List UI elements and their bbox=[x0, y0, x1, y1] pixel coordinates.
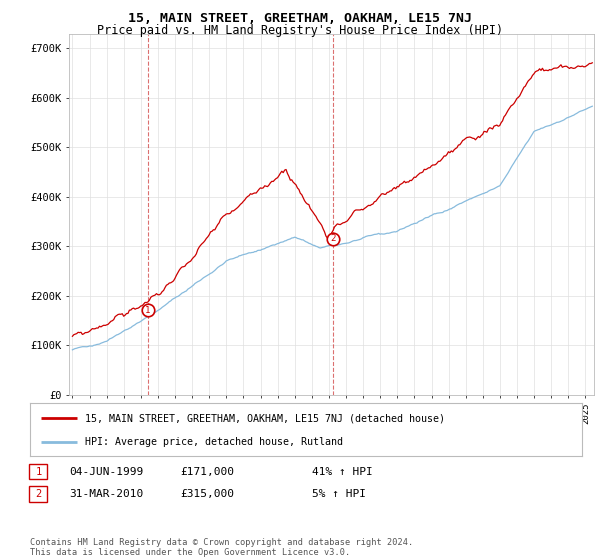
Text: Price paid vs. HM Land Registry's House Price Index (HPI): Price paid vs. HM Land Registry's House … bbox=[97, 24, 503, 37]
Text: 1: 1 bbox=[35, 466, 41, 477]
Text: 15, MAIN STREET, GREETHAM, OAKHAM, LE15 7NJ (detached house): 15, MAIN STREET, GREETHAM, OAKHAM, LE15 … bbox=[85, 413, 445, 423]
Text: £315,000: £315,000 bbox=[180, 489, 234, 499]
Text: HPI: Average price, detached house, Rutland: HPI: Average price, detached house, Rutl… bbox=[85, 436, 343, 446]
Text: 1: 1 bbox=[145, 306, 151, 315]
Text: £171,000: £171,000 bbox=[180, 466, 234, 477]
Text: 31-MAR-2010: 31-MAR-2010 bbox=[69, 489, 143, 499]
Text: 04-JUN-1999: 04-JUN-1999 bbox=[69, 466, 143, 477]
Text: 41% ↑ HPI: 41% ↑ HPI bbox=[312, 466, 373, 477]
Text: 2: 2 bbox=[331, 235, 336, 244]
Text: Contains HM Land Registry data © Crown copyright and database right 2024.
This d: Contains HM Land Registry data © Crown c… bbox=[30, 538, 413, 557]
Text: 15, MAIN STREET, GREETHAM, OAKHAM, LE15 7NJ: 15, MAIN STREET, GREETHAM, OAKHAM, LE15 … bbox=[128, 12, 472, 25]
Text: 5% ↑ HPI: 5% ↑ HPI bbox=[312, 489, 366, 499]
Text: 2: 2 bbox=[35, 489, 41, 499]
